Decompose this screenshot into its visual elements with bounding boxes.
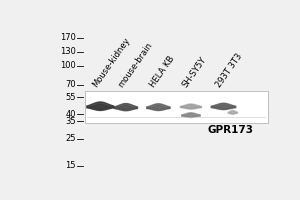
Text: SH-SY5Y: SH-SY5Y: [181, 55, 209, 89]
Text: mouse-brain: mouse-brain: [116, 40, 154, 89]
Text: GPR173: GPR173: [208, 125, 254, 135]
Text: 35: 35: [65, 117, 76, 126]
Polygon shape: [114, 105, 137, 110]
FancyBboxPatch shape: [85, 91, 268, 123]
Text: 170: 170: [60, 33, 76, 42]
Polygon shape: [147, 104, 170, 111]
Text: 15: 15: [65, 161, 76, 170]
Text: HELA KB: HELA KB: [149, 54, 177, 89]
Text: 25: 25: [65, 134, 76, 143]
Polygon shape: [87, 102, 114, 110]
Polygon shape: [228, 111, 238, 114]
Polygon shape: [211, 103, 236, 110]
Text: 130: 130: [60, 47, 76, 56]
Text: 100: 100: [60, 61, 76, 70]
Polygon shape: [228, 110, 238, 114]
Text: 40: 40: [65, 110, 76, 119]
Polygon shape: [181, 104, 201, 109]
Polygon shape: [182, 114, 200, 117]
Polygon shape: [182, 113, 200, 117]
Polygon shape: [211, 105, 236, 109]
Polygon shape: [181, 105, 201, 108]
Polygon shape: [87, 104, 114, 109]
Text: 70: 70: [65, 80, 76, 89]
Polygon shape: [147, 105, 170, 110]
Polygon shape: [114, 104, 137, 111]
Text: Mouse-kidney: Mouse-kidney: [91, 36, 132, 89]
Text: 293T 3T3: 293T 3T3: [214, 51, 244, 89]
Text: 55: 55: [65, 93, 76, 102]
